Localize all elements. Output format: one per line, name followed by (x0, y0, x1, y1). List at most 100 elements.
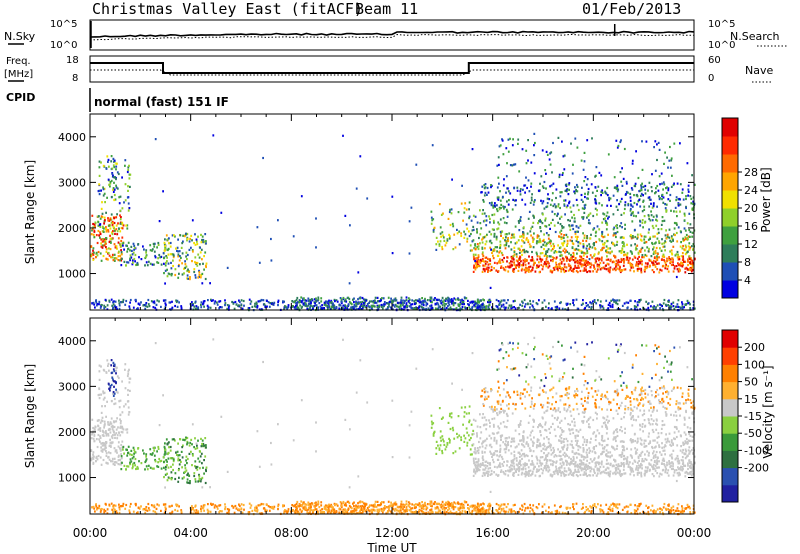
echo-cell (686, 268, 689, 271)
echo-cell (104, 510, 107, 513)
echo-cell (608, 199, 611, 202)
echo-cell (113, 421, 115, 424)
echo-cell (670, 240, 673, 243)
echo-cell (315, 246, 317, 249)
echo-cell (408, 502, 411, 505)
echo-cell (618, 203, 620, 206)
echo-cell (415, 163, 418, 166)
echo-cell (669, 511, 672, 515)
echo-cell (487, 257, 489, 260)
echo-cell (193, 268, 196, 271)
echo-cell (590, 506, 593, 509)
echo-cell (543, 503, 546, 506)
echo-cell (616, 240, 619, 243)
echo-cell (319, 308, 322, 311)
echo-cell (549, 163, 552, 166)
echo-cell (634, 243, 636, 246)
echo-cell (127, 393, 129, 396)
echo-cell (569, 206, 572, 209)
echo-cell (617, 264, 620, 267)
echo-cell (572, 299, 575, 302)
echo-cell (536, 303, 539, 306)
echo-cell (169, 308, 171, 311)
echo-cell (600, 508, 602, 511)
echo-cell (533, 216, 535, 219)
echo-cell (132, 242, 135, 245)
echo-cell (91, 252, 94, 255)
echo-cell (552, 266, 555, 270)
echo-cell (520, 250, 523, 253)
echo-cell (484, 270, 486, 273)
echo-cell (526, 267, 528, 270)
echo-cell (679, 203, 682, 206)
echo-cell (511, 257, 514, 260)
echo-cell (568, 224, 570, 227)
echo-cell (124, 303, 127, 306)
echo-cell (602, 212, 605, 215)
echo-cell (542, 239, 544, 242)
echo-cell (538, 220, 540, 223)
echo-cell (344, 214, 347, 217)
echo-cell (668, 512, 671, 515)
echo-cell (683, 227, 686, 230)
echo-cell (667, 166, 669, 169)
echo-cell (636, 244, 639, 247)
echo-cell (562, 259, 565, 262)
echo-cell (491, 201, 493, 204)
echo-cell (115, 369, 118, 372)
echo-cell (691, 174, 693, 177)
echo-cell (140, 258, 143, 261)
echo-cell (523, 184, 526, 187)
echo-cell (639, 250, 642, 253)
echo-cell (129, 463, 131, 466)
echo-cell (655, 246, 658, 250)
echo-cell (519, 193, 522, 196)
echo-cell (403, 301, 405, 305)
echo-cell (295, 506, 297, 509)
echo-cell (526, 250, 529, 254)
echo-cell (97, 229, 100, 233)
echo-cell (485, 219, 488, 222)
echo-cell (623, 245, 626, 248)
echo-cell (525, 176, 527, 179)
echo-cell (120, 251, 123, 254)
echo-cell (192, 250, 194, 253)
echo-cell (648, 228, 650, 231)
echo-cell (547, 511, 550, 514)
echo-cell (682, 257, 685, 260)
echo-cell (188, 474, 191, 477)
echo-cell (98, 215, 100, 218)
echo-cell (205, 242, 207, 245)
echo-cell (99, 232, 102, 236)
echo-cell (633, 184, 636, 187)
echo-cell (194, 511, 197, 514)
echo-cell (121, 411, 124, 414)
echo-cell (598, 264, 600, 267)
echo-cell (630, 203, 632, 206)
echo-cell (377, 300, 379, 303)
echo-cell (519, 188, 522, 191)
echo-cell (386, 302, 389, 305)
echo-cell (440, 512, 443, 515)
echo-cell (400, 299, 402, 302)
echo-cell (672, 270, 675, 273)
echo-cell (92, 301, 95, 304)
echo-cell (108, 240, 111, 243)
echo-cell (586, 237, 589, 240)
echo-cell (164, 448, 167, 451)
echo-cell (658, 240, 660, 243)
echo-cell (180, 305, 183, 308)
echo-cell (691, 231, 694, 234)
echo-cell (640, 185, 643, 188)
echo-cell (479, 261, 482, 264)
echo-cell (430, 216, 433, 219)
echo-cell (689, 235, 691, 238)
echo-cell (107, 423, 110, 426)
echo-cell (120, 245, 122, 248)
echo-cell (620, 213, 623, 216)
echo-cell (150, 504, 153, 507)
echo-cell (652, 306, 655, 309)
echo-cell (296, 507, 298, 510)
echo-cell (126, 224, 129, 227)
echo-cell (679, 245, 682, 248)
